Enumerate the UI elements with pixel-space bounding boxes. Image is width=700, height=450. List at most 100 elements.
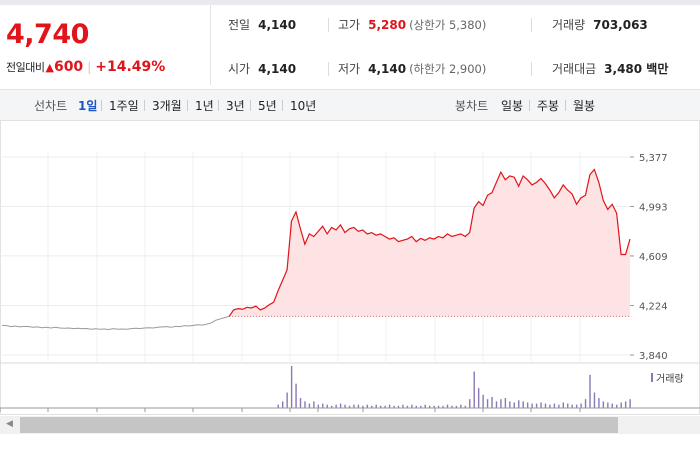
volume-bar [495, 401, 498, 408]
candle-tab-day[interactable]: 일봉 [501, 99, 524, 113]
period-tab-3y[interactable]: 3년 [226, 99, 245, 113]
price-area-fill [229, 169, 631, 317]
volume-bar [451, 405, 453, 408]
divider [328, 62, 329, 76]
volume-bar [384, 405, 386, 408]
volume-bar [620, 402, 622, 408]
volume-bar [371, 405, 373, 408]
volume-bar [304, 401, 306, 408]
volume-bar [589, 374, 591, 408]
tab-separator [101, 100, 102, 111]
divider [328, 18, 329, 32]
volume-bar [513, 402, 515, 408]
volume-bar [544, 403, 547, 408]
up-arrow-icon: ▲ [45, 61, 54, 74]
high-label: 고가 [338, 18, 361, 32]
volume-bar [348, 405, 351, 408]
volume-bar [379, 405, 382, 408]
volume-bar [616, 404, 618, 408]
volume-bar [290, 366, 293, 408]
volume-bar [464, 405, 467, 408]
volume-bar [526, 402, 529, 408]
candle-chart-label: 봉차트 [455, 99, 489, 113]
change-label: 전일대비 [6, 61, 45, 74]
prev-close-value: 4,140 [258, 18, 297, 32]
volume-bar [553, 403, 556, 408]
period-tab-3m[interactable]: 3개월 [152, 99, 182, 113]
period-tab-1w[interactable]: 1주일 [109, 99, 139, 113]
volume-bar [420, 405, 422, 408]
candle-tab-week[interactable]: 주봉 [537, 99, 560, 113]
volume-bar [406, 405, 409, 408]
volume-bar [611, 403, 613, 408]
tab-separator [218, 100, 219, 111]
scroll-left-icon[interactable]: ◀ [6, 419, 13, 429]
volume-bar [277, 404, 279, 408]
volume-bar [322, 403, 324, 408]
change-rate: +14.49% [95, 59, 166, 75]
candle-tab-month[interactable]: 월봉 [573, 99, 596, 113]
volume-bar [602, 401, 605, 408]
volume-bar [446, 404, 449, 408]
volume-bar [281, 401, 284, 408]
period-tab-1d[interactable]: 1일 [78, 99, 98, 113]
divider [531, 62, 532, 76]
current-price: 4,740 [6, 19, 89, 50]
volume-value: 703,063 [593, 18, 648, 32]
price-summary: 4,740 전일대비▲600 | +14.49% [0, 5, 210, 85]
y-tick-label: 4,993 [639, 202, 668, 213]
open-label: 시가 [228, 62, 251, 76]
scrollbar-thumb[interactable] [20, 417, 618, 433]
change-amount: 600 [53, 59, 84, 75]
volume-bar [455, 405, 458, 408]
chart-period-toolbar: 선차트 1일 1주일 3개월 1년 3년 5년 10년 봉차트 일봉 주봉 월봉 [0, 89, 700, 121]
volume-bar [357, 404, 360, 408]
period-tab-10y[interactable]: 10년 [290, 99, 317, 113]
volume-bar [428, 405, 431, 408]
change-separator: | [87, 60, 92, 74]
price-chart: 5,377 4,993 4,609 4,224 3,840 거래량 [0, 120, 700, 415]
volume-bar [308, 403, 311, 408]
low-value: 4,140 [368, 62, 407, 76]
low-label: 저가 [338, 62, 361, 76]
y-tick-label: 5,377 [639, 153, 668, 164]
trade-value-value: 3,480 백만 [604, 62, 669, 76]
volume-bar [509, 401, 511, 408]
divider [531, 18, 532, 32]
y-tick-label: 3,840 [639, 351, 668, 362]
volume-label: 거래량 [552, 18, 586, 32]
period-tab-5y[interactable]: 5년 [258, 99, 277, 113]
volume-bar [518, 400, 520, 408]
volume-bar [295, 383, 297, 408]
volume-bar [549, 404, 551, 408]
high-cell: 고가 5,280 (상한가 5,380) [338, 16, 486, 33]
high-value: 5,280 [368, 18, 407, 32]
volume-bar [326, 404, 328, 408]
tab-separator [282, 100, 283, 111]
volume-bar [317, 404, 320, 408]
price-line-below-close [1, 315, 230, 330]
volume-bar [540, 402, 542, 408]
trade-value-label: 거래대금 [552, 62, 597, 76]
volume-bar [388, 404, 391, 408]
volume-bar [607, 402, 609, 408]
volume-bar [433, 405, 435, 408]
volume-legend-swatch [651, 373, 653, 382]
volume-bar [491, 396, 493, 408]
volume-bar [477, 388, 480, 408]
volume-bar [335, 404, 337, 408]
top-border [0, 0, 700, 5]
low-cell: 저가 4,140 (하한가 2,900) [338, 60, 486, 77]
prev-close-cell: 전일 4,140 [228, 16, 296, 33]
price-line-above-close [228, 168, 631, 317]
tab-separator [144, 100, 145, 111]
volume-bar [330, 405, 333, 408]
y-tick-label: 4,224 [639, 302, 668, 313]
price-stats: 전일 4,140 시가 4,140 고가 5,280 (상한가 5,380) 저가 4,1… [210, 5, 700, 85]
y-tick-label: 4,609 [639, 252, 668, 263]
period-tab-1y[interactable]: 1년 [195, 99, 214, 113]
volume-bar [424, 404, 426, 408]
volume-bar [299, 398, 302, 408]
trade-value-cell: 거래대금 3,480 백만 [552, 60, 668, 77]
open-cell: 시가 4,140 [228, 60, 296, 77]
